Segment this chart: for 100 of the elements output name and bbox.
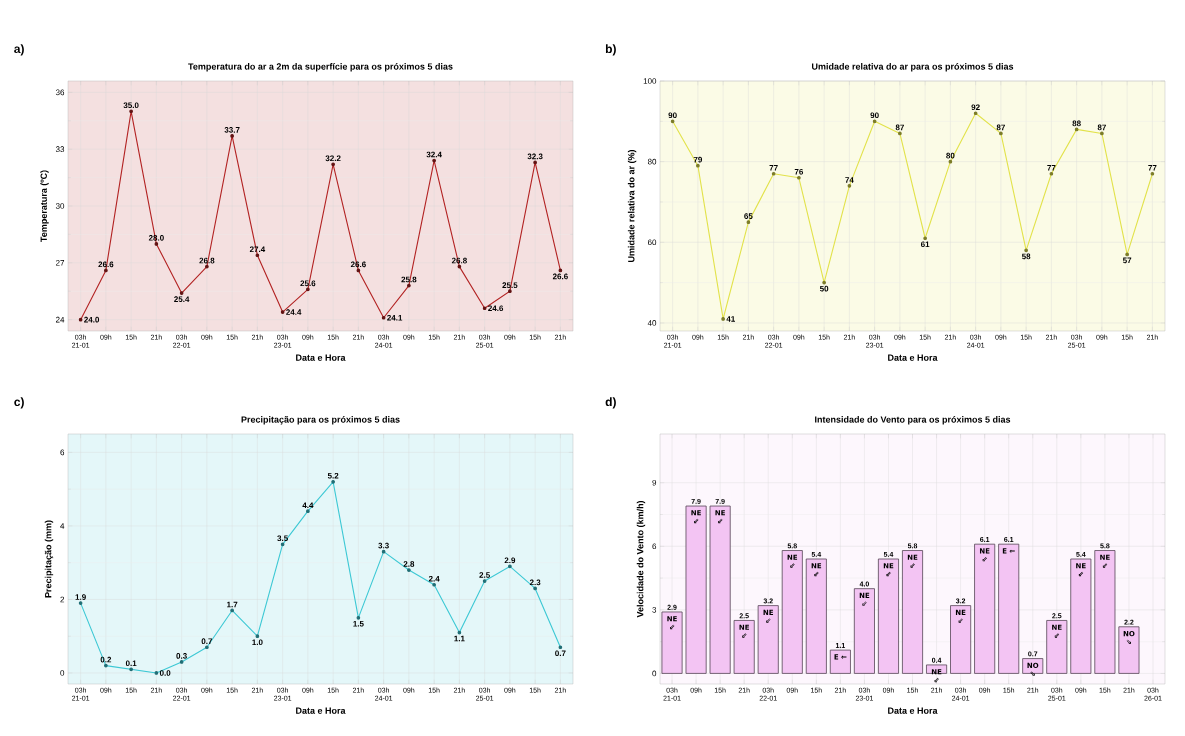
bar (685, 505, 707, 674)
data-label: 80 (946, 152, 955, 159)
bar (853, 588, 875, 674)
data-label: 1.5 (353, 621, 364, 627)
x-axis-title: Data e Hora (296, 707, 346, 714)
data-label: 57 (1122, 257, 1132, 264)
data-label: 2.4 (428, 575, 440, 582)
bar (902, 550, 924, 674)
chart-title: Temperatura do ar a 2m da superfície para os próximos 5 dias (188, 62, 453, 72)
data-label: 33.7 (224, 127, 240, 133)
data-label: 26.6 (552, 273, 568, 280)
chart-title: Precipitação para os próximos 5 dias (241, 415, 400, 425)
bar (926, 664, 948, 674)
bar (1094, 550, 1116, 674)
bar (709, 505, 731, 674)
bar (781, 550, 803, 674)
bar (877, 558, 899, 674)
y-tick-label: 3 (652, 607, 657, 613)
bar (733, 620, 755, 674)
data-label: 24.6 (488, 305, 504, 312)
data-label: 1.1 (454, 635, 465, 642)
y-axis-title: Umidade relativa do ar (%) (627, 149, 637, 262)
data-label: 65 (744, 213, 753, 219)
y-axis-title: Temperatura (ºC) (40, 170, 49, 242)
data-label: 77 (1148, 165, 1157, 171)
y-tick-label: 33 (55, 146, 65, 153)
bar (829, 649, 851, 674)
y-tick-label: 80 (647, 158, 657, 165)
data-label: 2.5 (479, 572, 490, 578)
data-label: 26.8 (451, 257, 467, 264)
data-label: 2.9 (504, 557, 516, 564)
data-label: 3.5 (277, 535, 288, 542)
data-label: 0.3 (176, 653, 187, 659)
data-label: 79 (693, 156, 703, 163)
bar (661, 611, 683, 674)
data-label: 32.4 (426, 151, 442, 158)
data-label: 2.3 (529, 579, 541, 586)
y-axis-title: Velocidade do Vento (km/h) (636, 500, 646, 618)
data-label: 74 (845, 177, 854, 183)
data-label: 88 (1072, 120, 1081, 127)
bar (1118, 626, 1140, 674)
y-tick-label: 27 (55, 260, 65, 266)
data-label: 25.5 (502, 282, 518, 289)
bar (1046, 620, 1068, 674)
y-tick-label: 6 (652, 543, 657, 550)
text: d) (605, 397, 616, 409)
bar (974, 543, 996, 674)
y-tick-label: 36 (55, 89, 65, 96)
data-label: 4.4 (302, 502, 314, 508)
y-tick-label: 2 (60, 596, 65, 603)
data-label: 77 (1047, 165, 1056, 171)
data-label: 61 (920, 241, 930, 248)
text: b) (605, 44, 616, 56)
y-tick-label: 60 (647, 239, 657, 246)
bar (757, 605, 779, 674)
data-label: 3.3 (378, 542, 389, 549)
y-tick-label: 9 (652, 479, 657, 486)
data-label: 50 (819, 285, 829, 292)
data-label: 0.7 (555, 650, 566, 657)
y-tick-label: 0 (652, 670, 657, 677)
data-label: 0.7 (201, 638, 213, 645)
y-axis-title: Precipitação (mm) (44, 520, 54, 598)
data-label: 24.1 (387, 314, 403, 321)
text: c) (14, 397, 24, 409)
data-label: 26.6 (98, 261, 114, 268)
bar (1022, 658, 1044, 674)
data-label: 90 (668, 112, 677, 119)
y-tick-label: 4 (60, 523, 65, 529)
data-label: 92 (971, 104, 980, 111)
y-tick-label: 100 (643, 78, 657, 84)
data-label: 26.8 (199, 257, 215, 264)
y-tick-label: 30 (55, 203, 65, 209)
data-label: 76 (794, 168, 804, 175)
bar (1070, 558, 1092, 674)
data-label: 35.0 (123, 102, 139, 109)
data-label: 25.4 (174, 296, 190, 302)
data-label: 87 (895, 124, 904, 131)
y-tick-label: 24 (55, 316, 65, 323)
data-label: 1.9 (75, 594, 86, 600)
data-label: 25.6 (300, 280, 316, 287)
y-tick-label: 0 (60, 670, 65, 676)
data-label: 24.4 (286, 309, 302, 315)
y-tick-label: 6 (60, 449, 65, 456)
data-label: 24.0 (84, 316, 100, 323)
data-label: 87 (996, 124, 1005, 131)
chart-title: Umidade relativa do ar para os próximos 5 dias (812, 63, 1014, 72)
data-label: 26.6 (350, 261, 366, 268)
data-label: 1.0 (252, 639, 263, 646)
chart-title: Intensidade do Vento para os próximos 5 dias (815, 415, 1011, 425)
data-label: 0.2 (100, 656, 112, 663)
bar (950, 605, 972, 674)
data-label: 77 (769, 165, 778, 171)
x-axis-title: Data e Hora (888, 707, 938, 714)
data-label: 27.4 (249, 246, 266, 253)
bar (998, 543, 1020, 674)
data-label: 0.1 (125, 660, 137, 667)
data-label: 28.0 (148, 235, 164, 241)
data-label: 32.2 (325, 155, 341, 162)
data-label: 87 (1097, 124, 1106, 131)
data-label: 32.3 (527, 153, 543, 160)
